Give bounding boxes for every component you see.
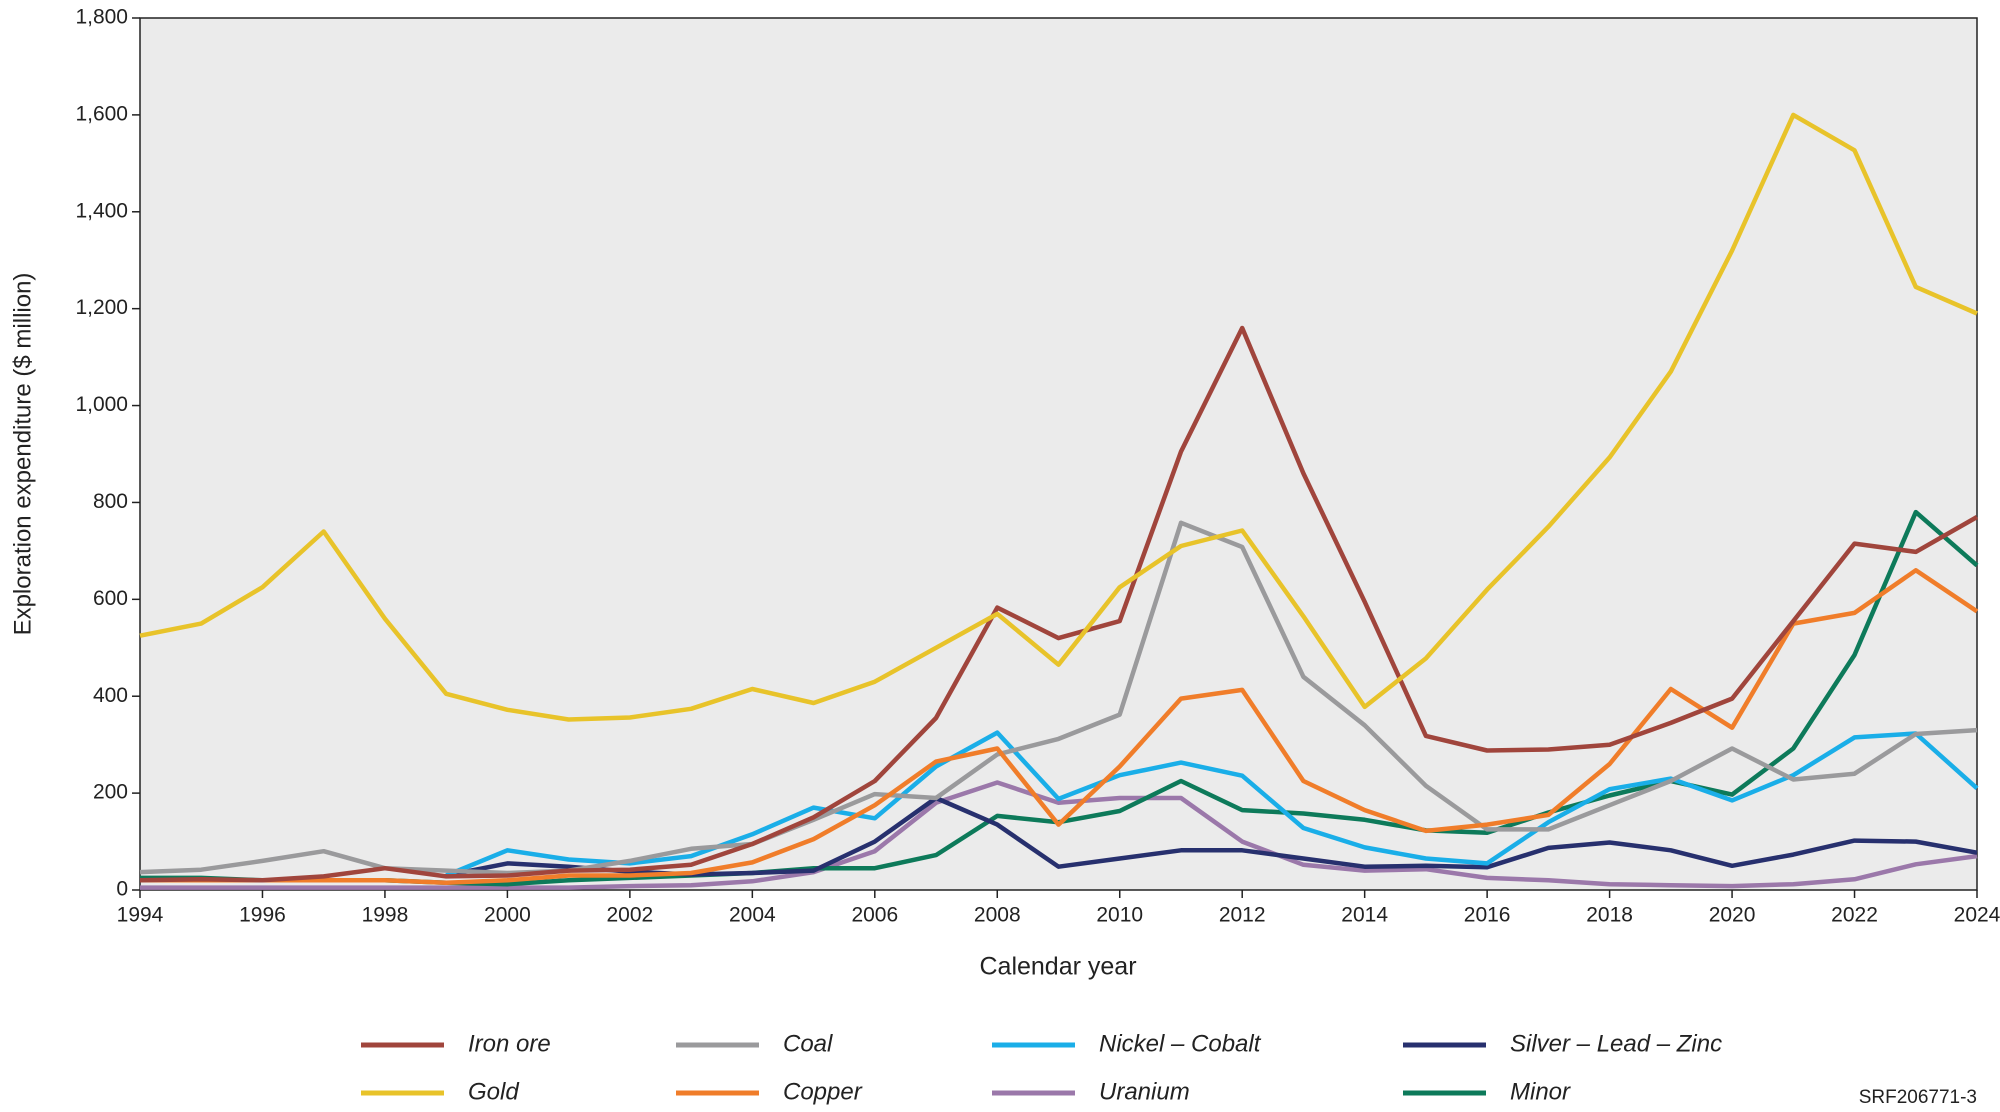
x-tick-label: 1996 xyxy=(239,904,286,927)
legend-label: Silver – Lead – Zinc xyxy=(1510,1030,1722,1057)
x-tick-label: 2018 xyxy=(1586,904,1633,927)
series-line xyxy=(139,325,1979,883)
x-tick-label: 1998 xyxy=(362,904,409,927)
legend-label: Minor xyxy=(1510,1078,1571,1105)
legend-label: Nickel – Cobalt xyxy=(1099,1030,1262,1057)
legend-label: Uranium xyxy=(1099,1078,1190,1105)
y-tick-label: 400 xyxy=(93,684,128,707)
series-line xyxy=(139,112,1978,722)
series-line xyxy=(445,730,1979,878)
x-tick-label: 2014 xyxy=(1341,904,1388,927)
x-tick-label: 2010 xyxy=(1096,904,1143,927)
y-tick-label: 1,000 xyxy=(75,393,128,416)
series-line xyxy=(139,520,1978,876)
x-tick-label: 2024 xyxy=(1954,904,2000,927)
x-tick-label: 2022 xyxy=(1831,904,1878,927)
y-tick-label: 0 xyxy=(116,878,128,901)
x-tick-label: 2008 xyxy=(974,904,1021,927)
x-tick-label: 2004 xyxy=(729,904,776,927)
x-tick-label: 2020 xyxy=(1709,904,1756,927)
x-tick-label: 2000 xyxy=(484,904,531,927)
y-tick-label: 600 xyxy=(93,587,128,610)
y-tick-label: 1,400 xyxy=(75,199,128,222)
y-tick-label: 1,600 xyxy=(75,102,128,125)
x-tick-label: 2006 xyxy=(851,904,898,927)
y-axis-label: Exploration expenditure ($ million) xyxy=(9,273,36,636)
y-tick-label: 800 xyxy=(93,490,128,513)
footnote: SRF206771-3 xyxy=(1859,1087,1977,1108)
y-tick-label: 200 xyxy=(93,781,128,804)
x-tick-label: 2016 xyxy=(1464,904,1511,927)
x-tick-label: 2002 xyxy=(607,904,654,927)
legend-label: Gold xyxy=(468,1078,519,1105)
x-tick-label: 1994 xyxy=(117,904,164,927)
x-axis-label: Calendar year xyxy=(979,953,1136,981)
series-line xyxy=(140,568,1979,885)
y-tick-label: 1,800 xyxy=(75,6,128,29)
legend-label: Coal xyxy=(783,1030,833,1057)
legend-label: Iron ore xyxy=(468,1030,551,1057)
series-line xyxy=(445,795,1978,878)
y-tick-label: 1,200 xyxy=(75,296,128,319)
x-tick-label: 2012 xyxy=(1219,904,1266,927)
series-line xyxy=(140,780,1978,890)
legend-label: Copper xyxy=(783,1078,863,1105)
plot-area xyxy=(139,17,1978,891)
